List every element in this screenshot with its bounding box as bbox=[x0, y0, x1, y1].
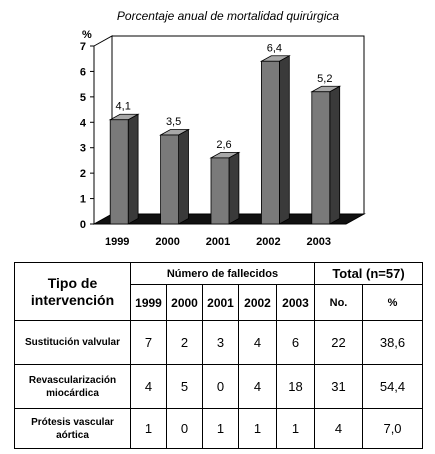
table-row: Revascularización miocárdica 4 5 0 4 18 3… bbox=[14, 364, 424, 409]
row-label: Prótesis vascular aórtica bbox=[14, 408, 131, 449]
header-type-line2: intervención bbox=[30, 291, 115, 308]
table-cell: 5 bbox=[166, 364, 203, 409]
table-cell: 4 bbox=[238, 320, 277, 365]
table-cell: 4 bbox=[238, 364, 277, 409]
data-label: 2,6 bbox=[216, 139, 231, 151]
plot-area: 0 1 2 3 4 5 6 7 4,1 1999 3,5 2000 2,6 2001 6,4 2002 5,2 2… bbox=[80, 35, 366, 248]
y-tick-label: 0 bbox=[80, 219, 86, 231]
table-cell-pct: 54,4 bbox=[361, 364, 424, 409]
bar-side bbox=[329, 85, 341, 225]
table-cell-total: 4 bbox=[314, 408, 363, 449]
header-type-cell: Tipo de intervención bbox=[14, 262, 131, 321]
mortality-table: Tipo de intervención Número de fallecido… bbox=[14, 262, 424, 449]
year-header-2002: 2002 bbox=[238, 284, 277, 321]
header-total: Total (n=57) bbox=[313, 262, 424, 285]
y-tick-label: 1 bbox=[80, 194, 86, 206]
table-row: Sustitución valvular 7 2 3 4 6 22 38,6 bbox=[14, 320, 424, 365]
data-label: 4,1 bbox=[116, 101, 131, 113]
data-label: 6,4 bbox=[267, 42, 282, 54]
y-tick-label: 4 bbox=[80, 117, 87, 129]
bar bbox=[311, 91, 331, 225]
data-label: 5,2 bbox=[317, 73, 332, 85]
table-cell-pct: 7,0 bbox=[361, 408, 424, 449]
data-label: 3,5 bbox=[166, 116, 181, 128]
table-cell: 1 bbox=[238, 408, 277, 449]
y-tick-label: 2 bbox=[80, 168, 86, 180]
y-axis-label: % bbox=[82, 29, 92, 41]
table-cell-pct: 38,6 bbox=[361, 320, 424, 365]
header-type-line1: Tipo de bbox=[47, 274, 98, 291]
row-label: Sustitución valvular bbox=[14, 320, 131, 365]
bar-side bbox=[127, 113, 139, 225]
bar bbox=[210, 157, 230, 225]
bar-side bbox=[278, 55, 290, 225]
year-header-2001: 2001 bbox=[202, 284, 239, 321]
row-label: Revascularización miocárdica bbox=[14, 364, 131, 409]
table-row: Prótesis vascular aórtica 1 0 1 1 1 4 7,… bbox=[14, 408, 424, 449]
table-cell-total: 22 bbox=[314, 320, 363, 365]
y-tick-label: 7 bbox=[80, 41, 86, 53]
subheader-no: No. bbox=[314, 284, 363, 321]
bar-side bbox=[178, 128, 189, 225]
x-tick-label: 1999 bbox=[105, 236, 129, 248]
bar bbox=[109, 119, 129, 225]
y-tick-label: 3 bbox=[80, 143, 86, 155]
table-cell: 2 bbox=[166, 320, 203, 365]
table-cell: 0 bbox=[166, 408, 203, 449]
x-tick-label: 2000 bbox=[155, 236, 179, 248]
year-header-2003: 2003 bbox=[276, 284, 315, 321]
y-tick-label: 6 bbox=[80, 66, 86, 78]
table-cell: 7 bbox=[130, 320, 167, 365]
x-tick-label: 2001 bbox=[206, 236, 230, 248]
bar bbox=[160, 134, 180, 225]
x-tick-label: 2002 bbox=[256, 236, 280, 248]
table-cell: 1 bbox=[202, 408, 239, 449]
bar bbox=[260, 60, 280, 225]
table-cell: 1 bbox=[130, 408, 167, 449]
x-tick-label: 2003 bbox=[307, 236, 331, 248]
side-wall bbox=[93, 35, 113, 225]
bar-side bbox=[228, 151, 240, 225]
year-header-1999: 1999 bbox=[130, 284, 167, 321]
subheader-pct: % bbox=[361, 284, 424, 321]
table-cell: 18 bbox=[276, 364, 315, 409]
table-cell: 3 bbox=[202, 320, 239, 365]
chart-title: Porcentaje anual de mortalidad quirúrgic… bbox=[117, 9, 339, 23]
table-cell: 4 bbox=[130, 364, 167, 409]
table-cell: 1 bbox=[276, 408, 315, 449]
table-cell: 6 bbox=[276, 320, 315, 365]
bar-chart: Porcentaje anual de mortalidad quirúrgic… bbox=[80, 9, 366, 248]
year-header-2000: 2000 bbox=[166, 284, 203, 321]
header-group: Número de fallecidos bbox=[130, 262, 315, 285]
y-tick-label: 5 bbox=[80, 92, 86, 104]
table-cell: 0 bbox=[202, 364, 239, 409]
table-cell-total: 31 bbox=[314, 364, 363, 409]
